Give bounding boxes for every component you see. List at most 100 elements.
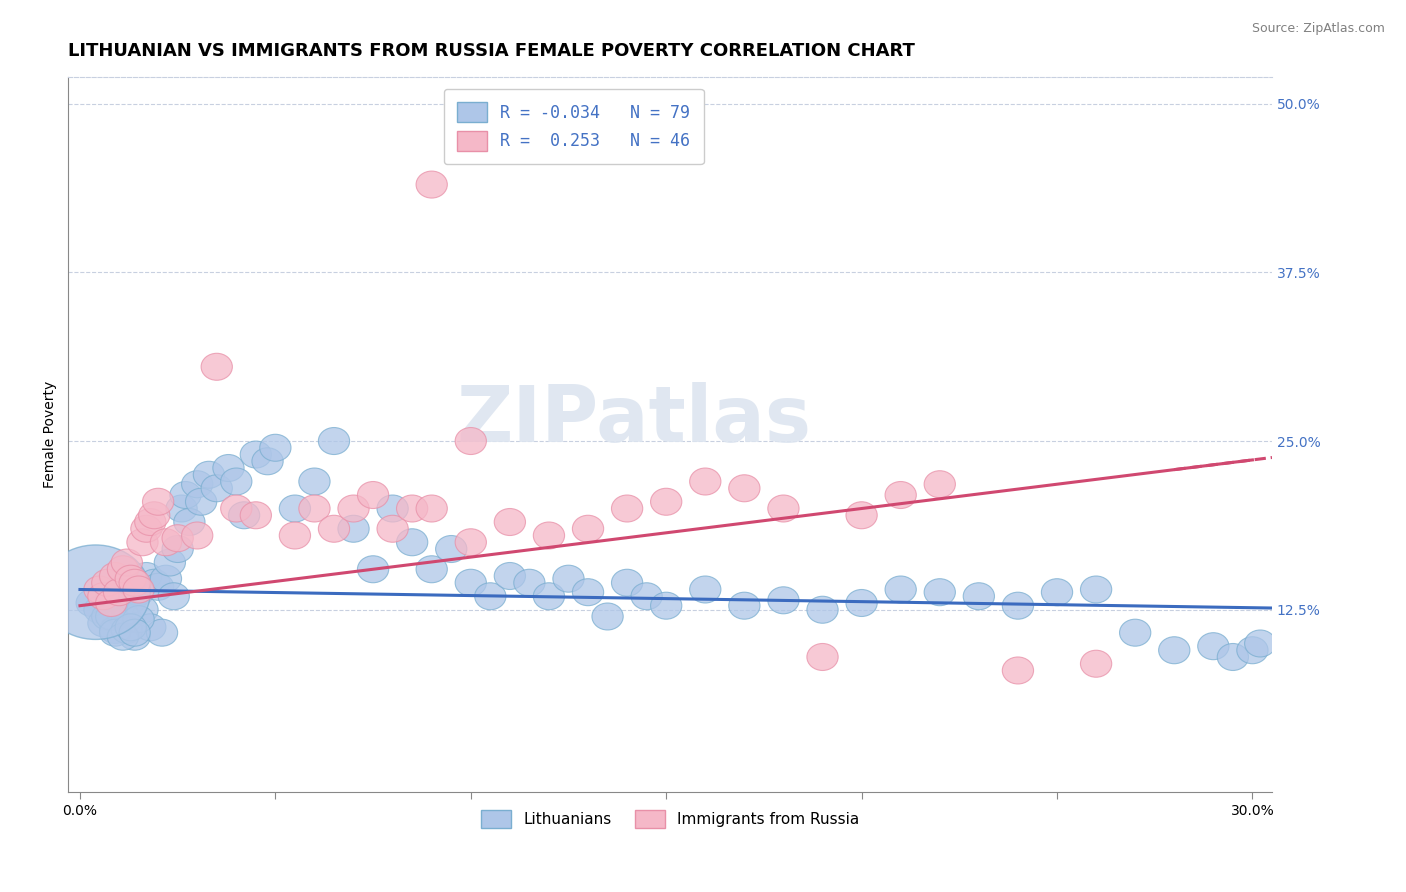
Ellipse shape [104, 579, 135, 606]
Ellipse shape [396, 495, 427, 522]
Text: ZIPatlas: ZIPatlas [457, 382, 811, 458]
Ellipse shape [1244, 630, 1275, 657]
Ellipse shape [357, 556, 388, 582]
Ellipse shape [155, 549, 186, 576]
Ellipse shape [651, 488, 682, 516]
Ellipse shape [884, 576, 917, 603]
Ellipse shape [963, 582, 994, 610]
Ellipse shape [260, 434, 291, 461]
Ellipse shape [193, 461, 225, 488]
Ellipse shape [146, 619, 177, 646]
Ellipse shape [76, 590, 107, 616]
Ellipse shape [131, 563, 162, 590]
Ellipse shape [252, 448, 283, 475]
Ellipse shape [1237, 637, 1268, 664]
Ellipse shape [120, 624, 150, 650]
Ellipse shape [201, 353, 232, 380]
Ellipse shape [728, 592, 761, 619]
Ellipse shape [100, 619, 131, 646]
Ellipse shape [87, 582, 120, 610]
Ellipse shape [84, 576, 115, 603]
Ellipse shape [100, 616, 131, 643]
Ellipse shape [1198, 632, 1229, 660]
Ellipse shape [111, 606, 142, 632]
Ellipse shape [475, 582, 506, 610]
Ellipse shape [122, 576, 155, 603]
Ellipse shape [456, 427, 486, 455]
Ellipse shape [181, 522, 212, 549]
Ellipse shape [436, 535, 467, 563]
Ellipse shape [162, 535, 193, 563]
Ellipse shape [612, 569, 643, 596]
Ellipse shape [416, 171, 447, 198]
Ellipse shape [115, 566, 146, 592]
Ellipse shape [221, 495, 252, 522]
Ellipse shape [337, 495, 370, 522]
Ellipse shape [186, 488, 217, 516]
Ellipse shape [120, 569, 150, 596]
Ellipse shape [135, 614, 166, 640]
Ellipse shape [96, 582, 127, 610]
Ellipse shape [127, 596, 157, 624]
Ellipse shape [1042, 579, 1073, 606]
Ellipse shape [318, 516, 350, 542]
Ellipse shape [157, 582, 190, 610]
Ellipse shape [240, 441, 271, 468]
Ellipse shape [1218, 643, 1249, 671]
Ellipse shape [87, 610, 120, 637]
Ellipse shape [162, 524, 193, 552]
Ellipse shape [884, 482, 917, 508]
Ellipse shape [299, 495, 330, 522]
Ellipse shape [228, 502, 260, 529]
Text: Source: ZipAtlas.com: Source: ZipAtlas.com [1251, 22, 1385, 36]
Ellipse shape [846, 502, 877, 529]
Ellipse shape [201, 475, 232, 502]
Text: LITHUANIAN VS IMMIGRANTS FROM RUSSIA FEMALE POVERTY CORRELATION CHART: LITHUANIAN VS IMMIGRANTS FROM RUSSIA FEM… [69, 42, 915, 60]
Ellipse shape [280, 495, 311, 522]
Y-axis label: Female Poverty: Female Poverty [44, 381, 58, 488]
Ellipse shape [768, 495, 799, 522]
Ellipse shape [131, 516, 162, 542]
Ellipse shape [91, 603, 122, 630]
Ellipse shape [150, 566, 181, 592]
Ellipse shape [807, 596, 838, 624]
Ellipse shape [924, 471, 956, 498]
Ellipse shape [139, 502, 170, 529]
Ellipse shape [139, 569, 170, 596]
Ellipse shape [318, 427, 350, 455]
Ellipse shape [357, 482, 388, 508]
Ellipse shape [174, 508, 205, 535]
Ellipse shape [170, 482, 201, 508]
Ellipse shape [166, 495, 197, 522]
Ellipse shape [456, 529, 486, 556]
Ellipse shape [416, 495, 447, 522]
Ellipse shape [107, 600, 139, 627]
Ellipse shape [612, 495, 643, 522]
Ellipse shape [689, 468, 721, 495]
Ellipse shape [221, 468, 252, 495]
Ellipse shape [1119, 619, 1150, 646]
Ellipse shape [495, 508, 526, 535]
Ellipse shape [142, 574, 174, 600]
Ellipse shape [513, 569, 546, 596]
Ellipse shape [107, 624, 139, 650]
Ellipse shape [122, 606, 155, 632]
Ellipse shape [181, 471, 212, 498]
Ellipse shape [41, 545, 150, 640]
Ellipse shape [122, 579, 155, 606]
Ellipse shape [135, 508, 166, 535]
Ellipse shape [142, 488, 174, 516]
Ellipse shape [127, 529, 157, 556]
Ellipse shape [280, 522, 311, 549]
Ellipse shape [396, 529, 427, 556]
Ellipse shape [572, 579, 603, 606]
Ellipse shape [807, 643, 838, 671]
Ellipse shape [96, 603, 127, 630]
Ellipse shape [1002, 657, 1033, 684]
Ellipse shape [553, 566, 583, 592]
Ellipse shape [456, 569, 486, 596]
Ellipse shape [377, 516, 408, 542]
Ellipse shape [1080, 576, 1112, 603]
Ellipse shape [846, 590, 877, 616]
Legend: Lithuanians, Immigrants from Russia: Lithuanians, Immigrants from Russia [474, 804, 866, 834]
